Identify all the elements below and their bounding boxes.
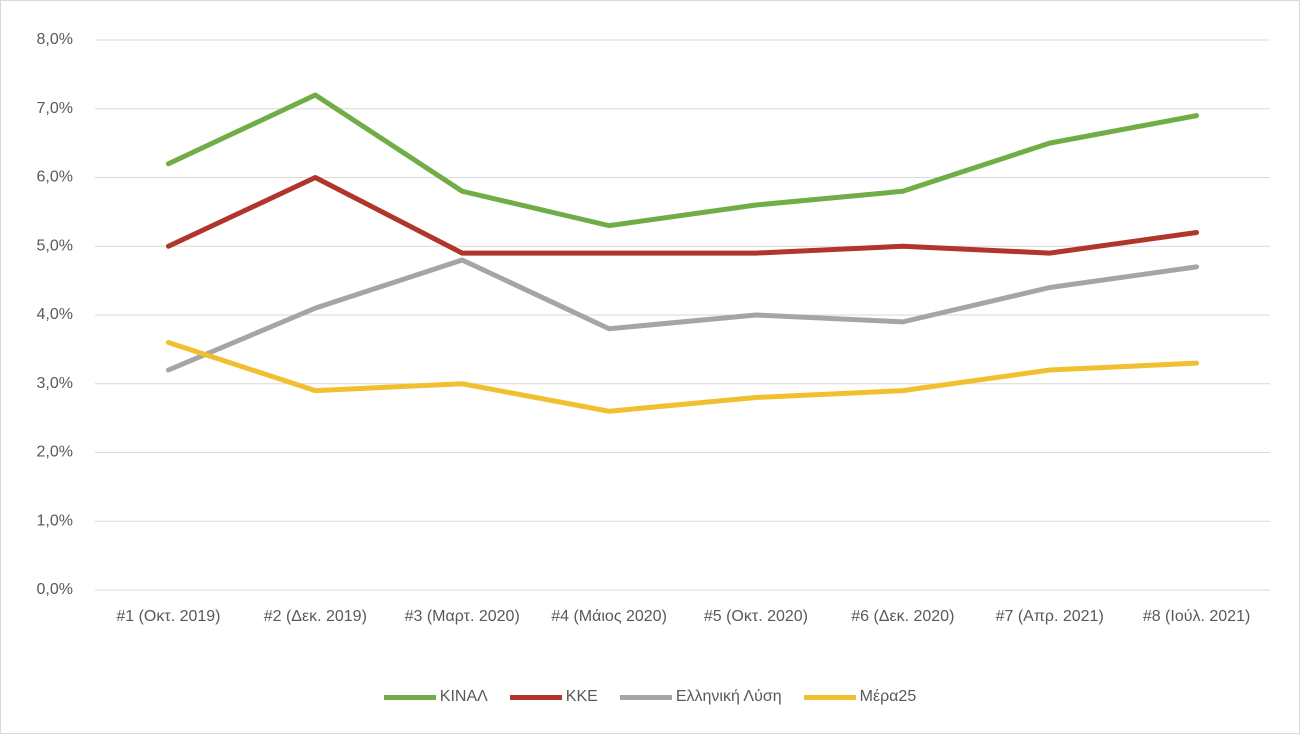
x-tick-label: #5 (Οκτ. 2020) [703,608,809,625]
series-line [165,92,1200,229]
y-tick-label: 2,0% [37,444,73,461]
legend-swatch [383,694,436,700]
y-tick-label: 7,0% [37,100,73,117]
y-tick-label: 8,0% [37,31,73,48]
legend-item: ΚΙΝΑΛ [383,688,488,706]
legend-item: Ελληνική Λύση [619,688,782,706]
y-tick-label: 6,0% [37,169,73,186]
legend-swatch [803,694,856,700]
legend-label: ΚΚΕ [565,688,598,705]
y-tick-label: 3,0% [37,375,73,392]
y-tick-label: 0,0% [37,581,73,598]
legend-label: Ελληνική Λύση [675,688,782,705]
legend-item: Μέρα25 [803,688,917,706]
x-tick-label: #3 (Μαρτ. 2020) [404,608,520,625]
series-line [165,257,1200,373]
x-tick-label: #6 (Δεκ. 2020) [851,608,955,625]
legend: ΚΙΝΑΛ ΚΚΕ Ελληνική Λύση Μέρα25 [0,688,1300,706]
series-line [165,340,1200,414]
x-tick-label: #7 (Απρ. 2021) [995,608,1104,625]
y-tick-label: 5,0% [37,237,73,254]
series-line [165,175,1200,256]
y-tick-label: 1,0% [37,512,73,529]
legend-item: ΚΚΕ [509,688,598,706]
y-tick-label: 4,0% [37,306,73,323]
legend-swatch [509,694,562,700]
x-tick-label: #2 (Δεκ. 2019) [263,608,367,625]
x-tick-label: #4 (Μάιος 2020) [551,608,667,625]
x-tick-label: #8 (Ιούλ. 2021) [1142,608,1251,625]
x-tick-label: #1 (Οκτ. 2019) [116,608,221,625]
legend-label: ΚΙΝΑΛ [439,688,488,705]
legend-label: Μέρα25 [859,688,917,705]
legend-swatch [619,694,672,700]
